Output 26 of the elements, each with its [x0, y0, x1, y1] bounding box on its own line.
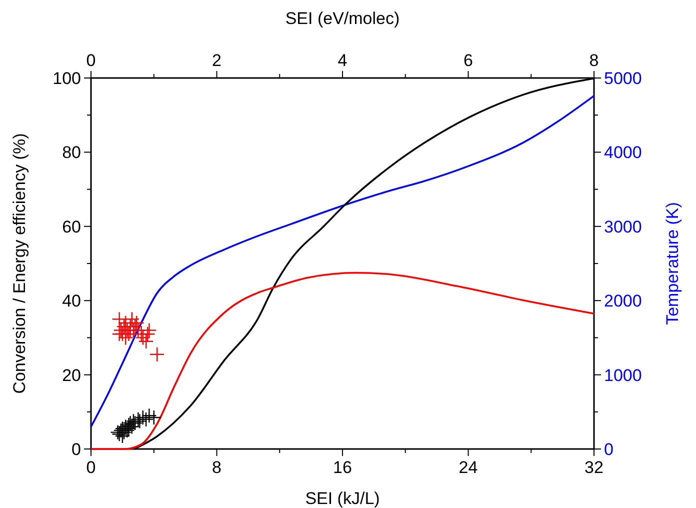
- x2-tick-label: 4: [338, 51, 348, 70]
- y2-tick-label: 3000: [604, 217, 642, 236]
- y-tick-label: 40: [62, 292, 81, 311]
- y-tick-label: 100: [52, 69, 81, 88]
- y2-tick-label: 1000: [604, 366, 642, 385]
- x-axis-title: SEI (kJ/L): [305, 489, 380, 508]
- y2-tick-label: 2000: [604, 292, 642, 311]
- x-tick-label: 24: [458, 458, 478, 477]
- x-tick-label: 32: [584, 458, 604, 477]
- x2-axis-title: SEI (eV/molec): [285, 9, 400, 28]
- x2-tick-label: 6: [464, 51, 473, 70]
- x2-tick-label: 8: [589, 51, 599, 70]
- y2-tick-label: 4000: [604, 143, 642, 162]
- y2-axis-title: Temperature (K): [663, 202, 682, 325]
- y2-tick-label: 0: [604, 440, 614, 459]
- x-tick-label: 16: [333, 458, 352, 477]
- y-tick-label: 0: [72, 440, 81, 459]
- x2-tick-label: 0: [86, 51, 96, 70]
- y2-tick-label: 5000: [604, 69, 642, 88]
- y-tick-label: 20: [62, 366, 81, 385]
- y-tick-label: 80: [62, 143, 81, 162]
- x-tick-label: 0: [86, 458, 96, 477]
- y-axis-title: Conversion / Energy efficiency (%): [10, 133, 29, 394]
- y-tick-label: 60: [62, 217, 81, 236]
- x2-tick-label: 2: [212, 51, 222, 70]
- x-tick-label: 8: [212, 458, 222, 477]
